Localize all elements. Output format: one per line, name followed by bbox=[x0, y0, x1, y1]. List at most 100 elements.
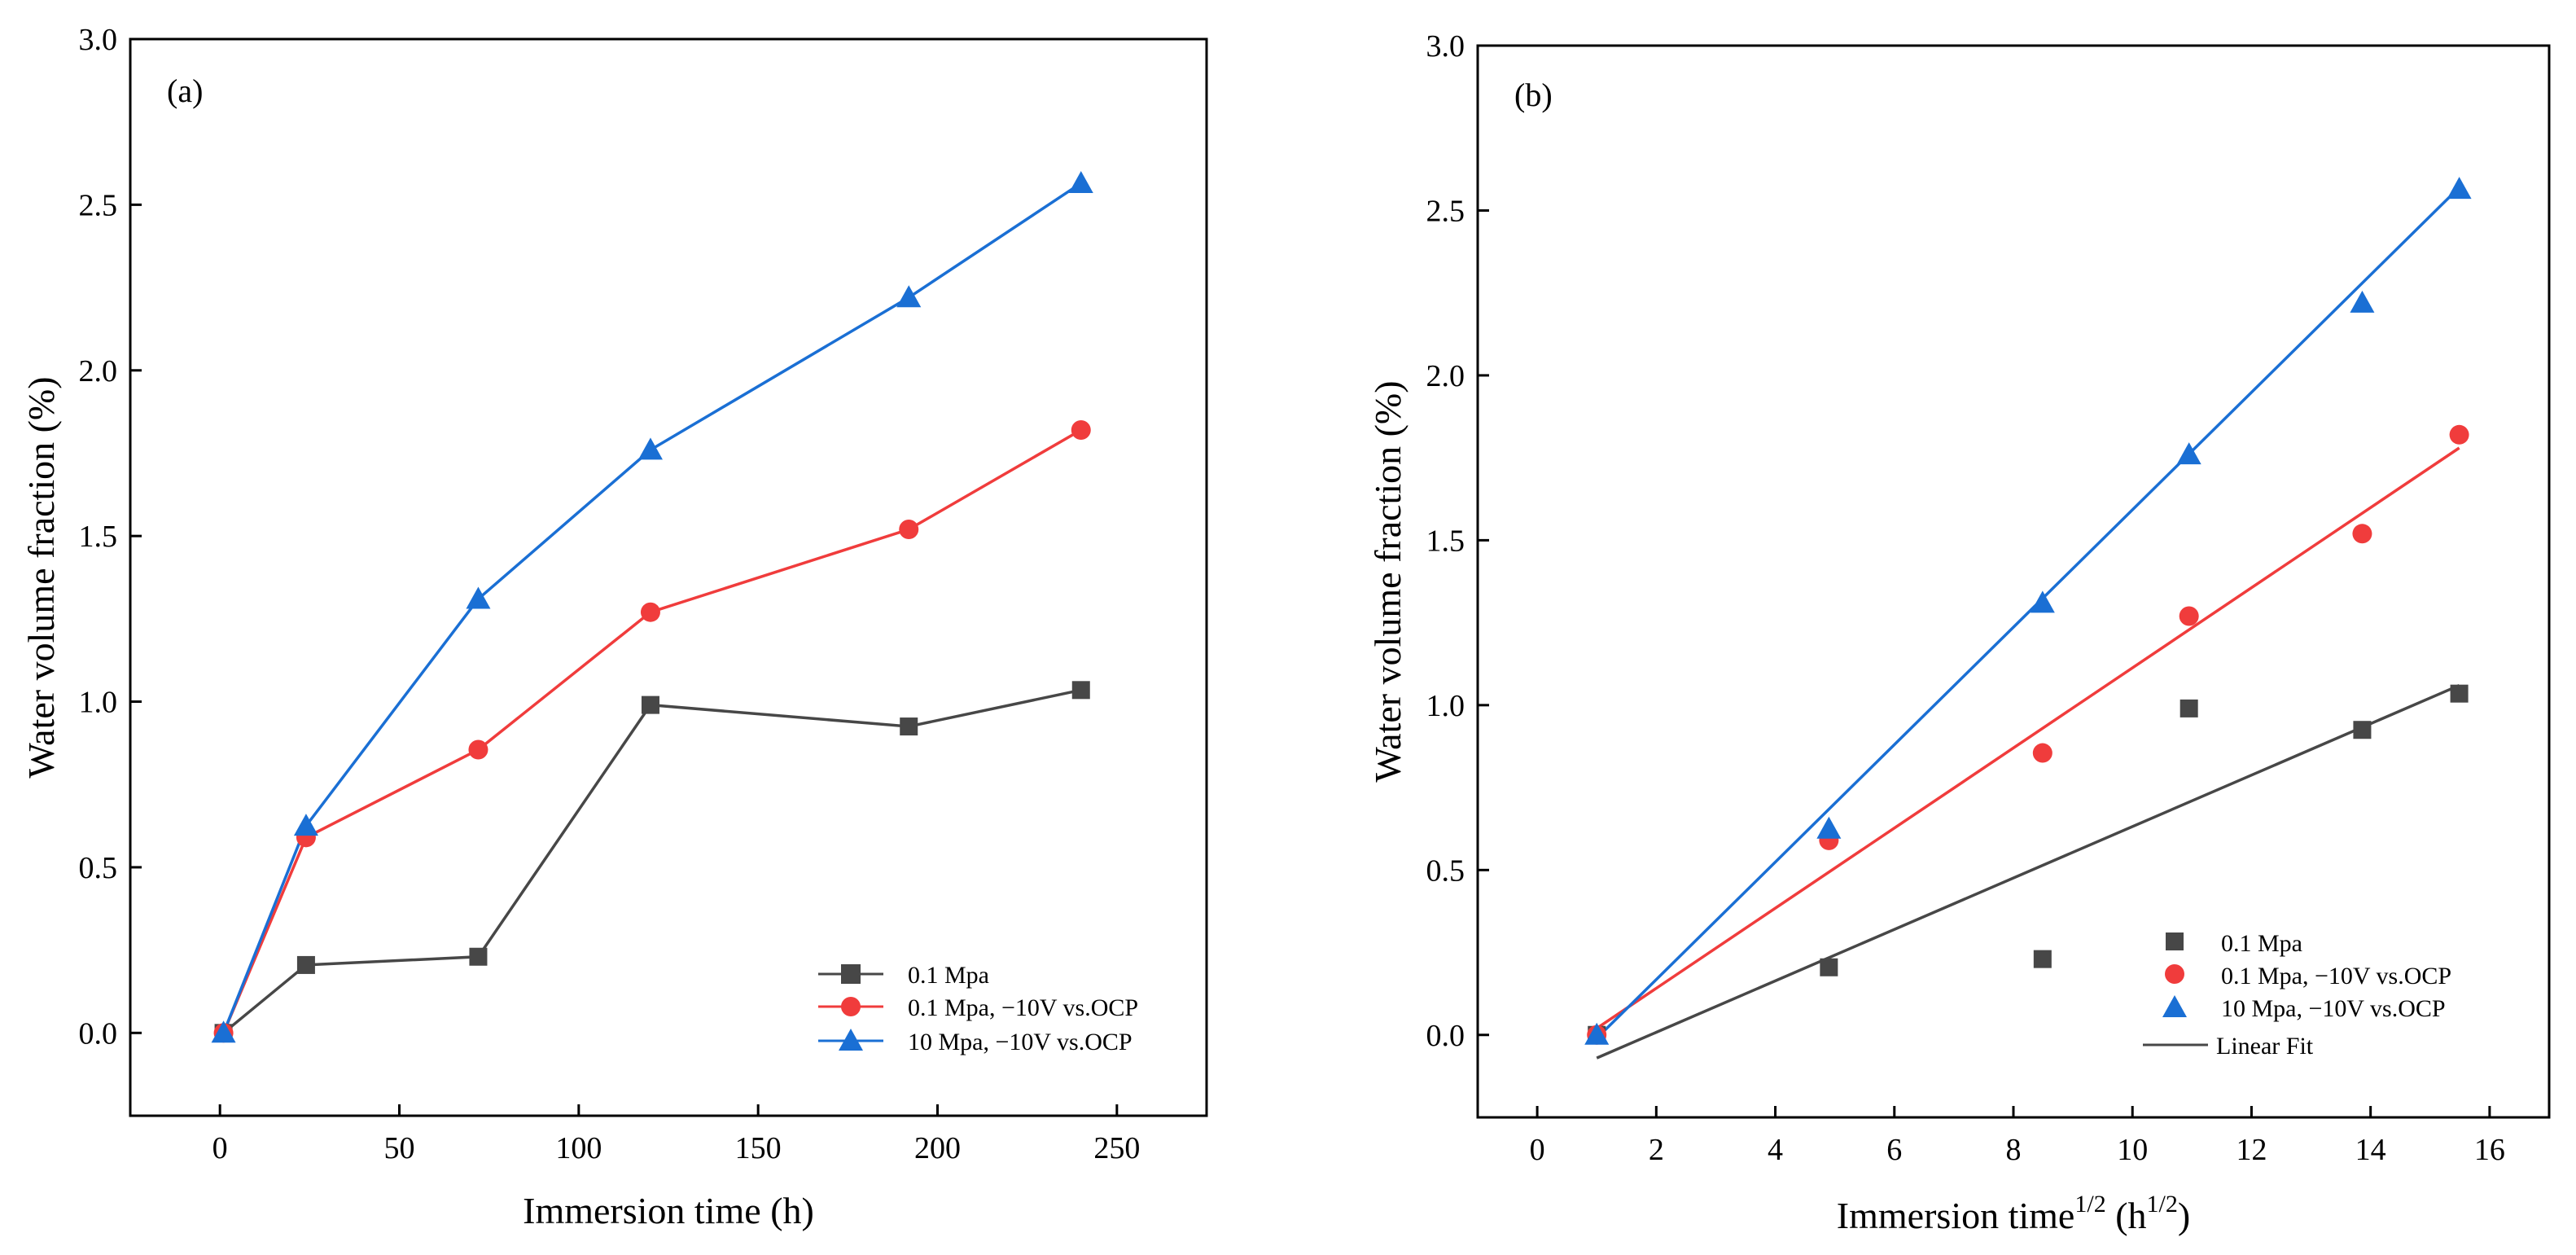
x-axis-label: Immersion time (h) bbox=[523, 1190, 814, 1231]
x-tick-label: 16 bbox=[2474, 1133, 2505, 1167]
data-point bbox=[1071, 681, 1090, 700]
linear-fit-line bbox=[1595, 186, 2460, 1040]
legend-item: 0.1 Mpa bbox=[2166, 930, 2302, 957]
panel-label: (a) bbox=[167, 72, 203, 109]
x-tick-label: 150 bbox=[735, 1131, 782, 1165]
x-tick-label: 200 bbox=[914, 1131, 961, 1165]
y-tick-label: 1.0 bbox=[1426, 689, 1465, 723]
legend-item: 0.1 Mpa, −10V vs.OCP bbox=[2165, 963, 2451, 990]
x-tick-label: 12 bbox=[2236, 1133, 2267, 1167]
data-point bbox=[899, 520, 919, 540]
y-tick-label: 0.5 bbox=[79, 851, 118, 885]
linear-fit-line bbox=[1596, 683, 2460, 1060]
data-point bbox=[296, 955, 315, 974]
data-point bbox=[2350, 290, 2375, 313]
y-tick-label: 3.0 bbox=[79, 23, 118, 57]
linear-fit-line bbox=[1596, 446, 2460, 1030]
y-tick-label: 2.0 bbox=[1426, 359, 1465, 393]
data-point bbox=[1816, 816, 1842, 839]
data-point bbox=[466, 586, 491, 609]
x-axis-label-sup: 1/2 bbox=[2147, 1191, 2178, 1218]
data-point bbox=[2032, 743, 2052, 763]
legend-item: 10 Mpa, −10V vs.OCP bbox=[818, 1029, 1132, 1055]
data-point bbox=[641, 696, 659, 714]
data-point bbox=[2353, 721, 2372, 739]
x-tick-label: 100 bbox=[555, 1131, 602, 1165]
x-axis-label-unit: (h bbox=[2106, 1195, 2147, 1236]
fit-lines bbox=[1595, 186, 2460, 1060]
data-point bbox=[637, 437, 663, 460]
legend-label: 10 Mpa, −10V vs.OCP bbox=[908, 1029, 1132, 1055]
legend-label: 0.1 Mpa, −10V vs.OCP bbox=[2221, 963, 2451, 990]
x-axis-label: Immersion time1/2 (h1/2) bbox=[1837, 1191, 2190, 1236]
data-point bbox=[896, 285, 922, 308]
data-point bbox=[2179, 606, 2199, 626]
y-tick-label: 2.0 bbox=[79, 354, 118, 388]
series-line bbox=[221, 428, 1082, 1033]
y-tick-label: 0.0 bbox=[79, 1016, 118, 1051]
x-tick-label: 14 bbox=[2355, 1133, 2386, 1167]
legend-label: 0.1 Mpa bbox=[2221, 930, 2302, 957]
data-point bbox=[2450, 684, 2469, 703]
x-tick-label: 6 bbox=[1886, 1133, 1902, 1167]
x-tick-label: 0 bbox=[1530, 1133, 1545, 1167]
x-axis-label-close: ) bbox=[2178, 1195, 2190, 1236]
x-tick-label: 4 bbox=[1768, 1133, 1783, 1167]
legend-label: 0.1 Mpa bbox=[908, 962, 989, 989]
legend: 0.1 Mpa 0.1 Mpa, −10V vs.OCP 10 Mpa, −10… bbox=[818, 962, 1138, 1055]
y-tick-label: 1.5 bbox=[1426, 524, 1465, 558]
legend: 0.1 Mpa 0.1 Mpa, −10V vs.OCP 10 Mpa, −10… bbox=[2143, 930, 2451, 1060]
data-point bbox=[640, 602, 660, 622]
legend-item: 10 Mpa, −10V vs.OCP bbox=[2162, 995, 2446, 1022]
data-point bbox=[468, 739, 488, 760]
series-markers bbox=[211, 170, 1093, 1043]
y-tick-label: 1.0 bbox=[79, 686, 118, 720]
data-point bbox=[2352, 524, 2372, 544]
data-point bbox=[1071, 419, 1091, 440]
chart-panel-a: 0.0 0.5 1.0 1.5 2.0 2.5 3.0 0 50 100 150 200 250 (a… bbox=[20, 23, 1208, 1231]
x-tick-label: 250 bbox=[1093, 1131, 1140, 1165]
series-lines bbox=[221, 182, 1082, 1034]
data-point bbox=[2176, 442, 2201, 465]
data-point bbox=[469, 947, 488, 966]
data-point bbox=[1068, 170, 1093, 193]
data-point bbox=[1584, 1022, 1610, 1045]
y-axis-label: Water volume fraction (%) bbox=[1367, 380, 1408, 782]
legend-label: 10 Mpa, −10V vs.OCP bbox=[2221, 995, 2446, 1022]
x-tick-label: 2 bbox=[1649, 1133, 1664, 1167]
legend-label: Linear Fit bbox=[2216, 1033, 2314, 1060]
panel-label: (b) bbox=[1514, 77, 1553, 113]
legend-label: 0.1 Mpa, −10V vs.OCP bbox=[908, 994, 1138, 1021]
legend-item: 0.1 Mpa, −10V vs.OCP bbox=[818, 994, 1138, 1021]
legend-item: Linear Fit bbox=[2143, 1033, 2314, 1060]
chart-panel-b: 0.00.51.01.52.02.53.0 0 2 4 6 8 10 12 14 16 (b) … bbox=[1367, 29, 2551, 1236]
data-point bbox=[211, 1020, 236, 1043]
y-tick-label: 3.0 bbox=[1426, 29, 1465, 64]
data-point bbox=[2447, 177, 2472, 200]
y-axis: 0.0 0.5 1.0 1.5 2.0 2.5 3.0 bbox=[79, 23, 142, 1051]
plot-frame bbox=[1476, 44, 2551, 1119]
y-tick-label: 2.5 bbox=[79, 188, 118, 222]
x-tick-label: 8 bbox=[2006, 1133, 2022, 1167]
y-tick-label: 0.0 bbox=[1426, 1019, 1465, 1053]
x-axis: 0 2 4 6 8 10 12 14 16 bbox=[1530, 1106, 2505, 1167]
series-line bbox=[222, 688, 1082, 1034]
x-axis-label-main: Immersion time bbox=[1837, 1195, 2075, 1236]
x-axis-label-sup: 1/2 bbox=[2074, 1191, 2105, 1218]
x-tick-label: 50 bbox=[384, 1131, 415, 1165]
series-line bbox=[221, 182, 1082, 1033]
data-point bbox=[293, 814, 318, 836]
y-axis: 0.0 0.5 1.0 1.5 2.0 2.5 3.0 bbox=[1426, 29, 1489, 1053]
plot-frame bbox=[129, 37, 1208, 1117]
series-markers bbox=[1584, 177, 2472, 1045]
y-tick-label: 2.5 bbox=[1426, 194, 1465, 228]
data-point bbox=[2033, 950, 2052, 968]
data-point bbox=[2449, 424, 2469, 445]
data-point bbox=[2180, 699, 2198, 717]
data-point bbox=[1820, 958, 1838, 976]
x-axis: 0 50 100 150 200 250 bbox=[212, 1104, 1140, 1165]
y-axis-label: Water volume fraction (%) bbox=[20, 376, 62, 778]
y-tick-label: 1.5 bbox=[79, 520, 118, 554]
data-point bbox=[900, 717, 918, 736]
